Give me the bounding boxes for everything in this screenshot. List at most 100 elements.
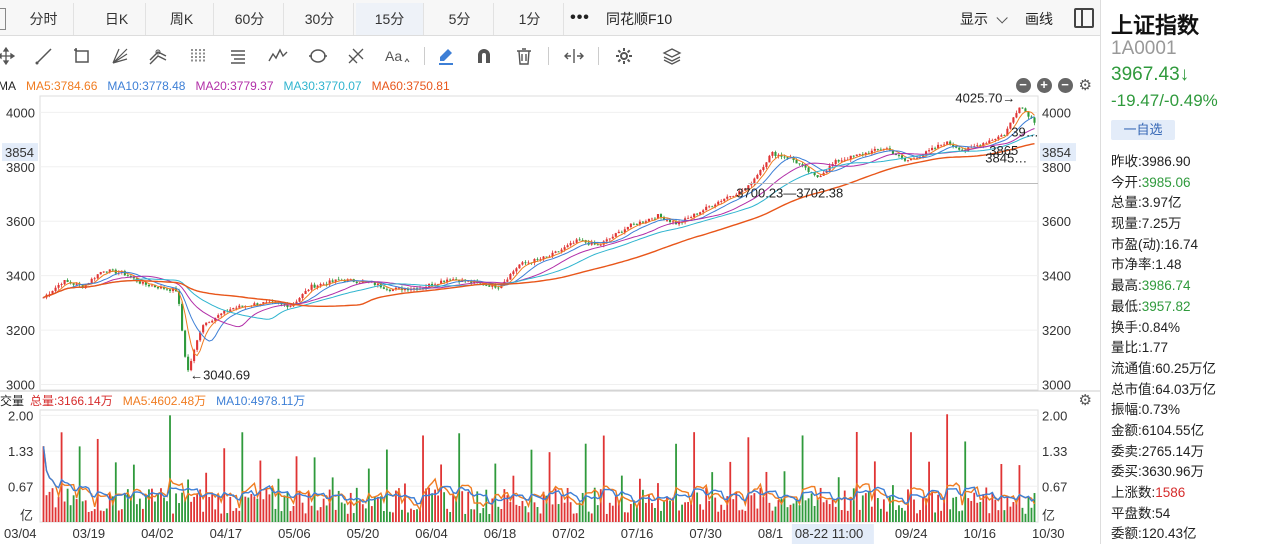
candle-body <box>834 160 837 164</box>
more-periods-button[interactable]: ••• <box>570 9 590 26</box>
volume-bar <box>289 511 292 522</box>
period-tab-1[interactable]: 日K <box>88 3 146 35</box>
add-favorite-button[interactable]: 一自选 <box>1111 120 1175 140</box>
text-tool-icon[interactable]: Aa <box>382 44 412 68</box>
volume-bar <box>732 499 735 522</box>
panel-layout-icon[interactable] <box>1074 8 1094 28</box>
period-tab-0[interactable]: 分时 <box>14 3 74 35</box>
volume-bar <box>786 507 789 522</box>
cycle-tool-icon[interactable] <box>306 44 330 68</box>
candle-body <box>434 284 437 286</box>
quote-row-value: 3985.06 <box>1141 174 1191 190</box>
x-axis-tick: 03/19 <box>73 526 106 541</box>
volume-bar <box>66 488 69 522</box>
gann-tool-icon[interactable] <box>186 44 210 68</box>
volume-bar <box>461 491 464 522</box>
candle-body <box>946 141 949 145</box>
volume-bar <box>1015 500 1018 522</box>
collapse-icon[interactable]: − <box>1057 78 1073 93</box>
candle-body <box>497 287 500 289</box>
volume-bar <box>187 479 189 522</box>
candle-body <box>711 206 714 208</box>
candle-body <box>102 271 105 273</box>
volume-bar <box>190 501 193 522</box>
candle-body <box>765 162 768 168</box>
x-axis-tick: 07/16 <box>621 526 654 541</box>
draw-line-button[interactable]: 画线 <box>1025 11 1053 27</box>
period-tab-6[interactable]: 5分 <box>426 3 494 35</box>
wave-tool-icon[interactable] <box>266 44 290 68</box>
period-tab-3[interactable]: 60分 <box>216 3 284 35</box>
volume-bar <box>81 501 84 522</box>
volume-bar <box>575 513 578 522</box>
candle-body <box>485 285 488 287</box>
volume-bar <box>952 497 955 522</box>
zoom-out-icon[interactable]: − <box>1015 78 1031 93</box>
magnet-icon[interactable] <box>472 44 496 68</box>
delete-icon[interactable] <box>512 44 536 68</box>
x-axis-tick: 07/30 <box>689 526 722 541</box>
sidebar-toggle-icon[interactable] <box>0 8 6 30</box>
candle-body <box>159 286 163 289</box>
volume-bar <box>199 489 202 522</box>
period-tab-2[interactable]: 周K <box>150 3 214 35</box>
candle-body <box>668 219 672 222</box>
text-list-tool-icon[interactable] <box>226 44 250 68</box>
volume-bar <box>825 500 828 522</box>
volume-bar <box>117 510 120 522</box>
quote-row-value: 1586 <box>1155 485 1186 500</box>
settings-gear-icon[interactable] <box>612 44 636 68</box>
x-axis-tick: 04/02 <box>141 526 174 541</box>
chart-canvas[interactable]: 4000 4000 3800 3800 3600 3600 3400 3400 3200 3200… <box>0 0 1100 544</box>
price-tick-left: 3000 <box>6 378 35 393</box>
x-axis-tick: 09/24 <box>895 526 928 541</box>
volume-bar <box>870 506 873 522</box>
volume-bar <box>660 510 662 522</box>
x-axis-tick: 06/04 <box>415 526 448 541</box>
indicator-settings-icon[interactable]: ⚙ <box>1078 77 1092 94</box>
fork-tool-icon[interactable] <box>344 44 368 68</box>
price-change: -19.47/-0.49% <box>1111 91 1218 110</box>
quote-row-label: 平盘数: <box>1111 505 1156 521</box>
volume-bar <box>608 502 611 522</box>
volume-panel-frame <box>39 409 1039 523</box>
candle-body <box>729 196 732 197</box>
layers-icon[interactable] <box>660 44 684 68</box>
ma-line-5 <box>43 110 1035 357</box>
volume-bar <box>473 509 476 522</box>
channel-tool-icon[interactable] <box>146 44 170 68</box>
zoom-range-icon[interactable] <box>562 44 586 68</box>
volume-settings-icon[interactable]: ⚙ <box>1078 392 1092 409</box>
line-tool-icon[interactable] <box>32 44 56 68</box>
volume-bar <box>376 497 379 522</box>
candle-body <box>768 155 771 163</box>
candle-body <box>753 178 756 184</box>
highlighter-icon[interactable] <box>434 44 458 68</box>
candle-body <box>653 218 657 220</box>
candle-body <box>316 285 319 288</box>
volume-bar <box>316 510 319 522</box>
period-tab-5[interactable]: 15分 <box>356 3 424 35</box>
volume-bar <box>388 511 391 522</box>
period-tab-4[interactable]: 30分 <box>286 3 354 35</box>
display-dropdown[interactable]: 显示 <box>960 3 1008 35</box>
candle-body <box>1009 122 1012 129</box>
quote-row: 市盈(动):16.74 <box>1111 235 1279 256</box>
zoom-in-icon[interactable]: + <box>1036 78 1052 93</box>
quote-row-label: 振幅: <box>1111 402 1142 418</box>
rectangle-tool-icon[interactable] <box>70 44 94 68</box>
f10-link[interactable]: 同花顺F10 <box>606 11 673 27</box>
volume-bar <box>434 489 436 522</box>
candle-body <box>566 245 569 248</box>
volume-bar <box>138 498 141 522</box>
volume-bar <box>804 500 807 522</box>
period-tab-7[interactable]: 1分 <box>496 3 564 35</box>
crosshair-move-icon[interactable] <box>0 44 18 68</box>
volume-bar <box>795 498 798 522</box>
candle-body <box>608 238 611 240</box>
volume-bar <box>931 492 933 522</box>
fan-tool-icon[interactable] <box>108 44 132 68</box>
candle-body <box>147 284 150 287</box>
candle-body <box>334 279 337 282</box>
volume-bar <box>352 513 355 522</box>
